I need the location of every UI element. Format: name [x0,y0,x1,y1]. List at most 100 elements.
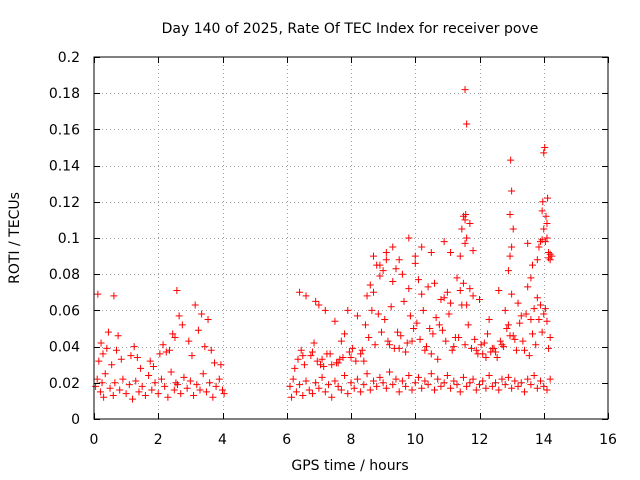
data-point [408,337,416,345]
data-point [472,386,480,394]
data-point [395,256,403,264]
data-point [538,207,546,215]
data-point [530,305,538,313]
data-point [443,372,451,380]
data-point [376,373,384,381]
data-point [212,382,220,390]
data-point [440,294,448,302]
data-point [488,382,496,390]
data-point [137,364,145,372]
data-point [341,372,349,380]
data-point [349,344,357,352]
data-point [173,286,181,294]
data-point [159,341,167,349]
data-point [368,306,376,314]
data-point [154,390,162,398]
data-point [209,393,217,401]
y-tick-label: 0.06 [49,303,80,319]
data-point [395,388,403,396]
data-point [360,381,368,389]
data-point [389,243,397,251]
data-point [98,379,106,387]
x-tick-labels: 0 2 4 6 8 10 12 14 16 [90,432,617,448]
data-point [366,281,374,289]
data-point [524,375,532,383]
data-point [170,386,178,394]
data-point [325,381,333,389]
data-point [312,297,320,305]
x-tick-label: 0 [90,432,99,448]
data-point [175,312,183,320]
data-point [369,377,377,385]
data-point [148,386,156,394]
data-point [447,384,455,392]
data-point [469,247,477,255]
data-point [520,388,528,396]
data-point [495,286,503,294]
data-point [165,346,173,354]
y-axis-label: ROTI / TECUs [7,192,23,284]
chart-title: Day 140 of 2025, Rate Of TEC Index for r… [162,21,539,37]
data-point [117,355,125,363]
data-point [302,377,310,385]
data-point [529,330,537,338]
data-point [215,375,223,383]
data-point [112,346,120,354]
data-point [548,252,556,260]
data-point [535,243,543,251]
data-point [180,373,188,381]
data-point [463,120,471,128]
data-point [110,292,118,300]
series-outliers [461,86,471,128]
data-point [386,341,394,349]
data-point [546,334,554,342]
data-point [405,372,413,380]
data-point [542,212,550,220]
data-point [164,393,172,401]
data-point [485,315,493,323]
data-point [479,377,487,385]
data-point [403,339,411,347]
data-point [288,393,296,401]
y-tick-label: 0.16 [49,122,80,138]
data-point [437,296,445,304]
data-point [316,361,324,369]
data-point [435,321,443,329]
data-point [171,334,179,342]
data-point [508,384,516,392]
data-point [434,375,442,383]
data-point [185,337,193,345]
data-point [500,343,508,351]
y-tick-label: 0.12 [49,195,80,211]
data-point [93,375,101,383]
data-point [447,299,455,307]
data-point [310,339,318,347]
data-point [363,370,371,378]
data-point [334,359,342,367]
data-point [413,319,421,327]
data-point [527,315,535,323]
data-point [461,341,469,349]
y-tick-label: 0.08 [49,267,80,283]
data-point [443,288,451,296]
data-point [104,328,112,336]
data-point [524,239,532,247]
data-point [543,386,551,394]
data-point [421,377,429,385]
axis-ticks [94,57,609,420]
data-point [537,301,545,309]
data-point [496,337,504,345]
data-point [543,317,551,325]
data-point [432,314,440,322]
data-point [217,361,225,369]
data-point [459,373,467,381]
data-point [366,386,374,394]
data-point [382,256,390,264]
data-point [405,234,413,242]
data-point [191,301,199,309]
data-point [328,361,336,369]
data-point [546,375,554,383]
data-point [100,393,108,401]
y-tick-label: 0.2 [58,50,80,66]
